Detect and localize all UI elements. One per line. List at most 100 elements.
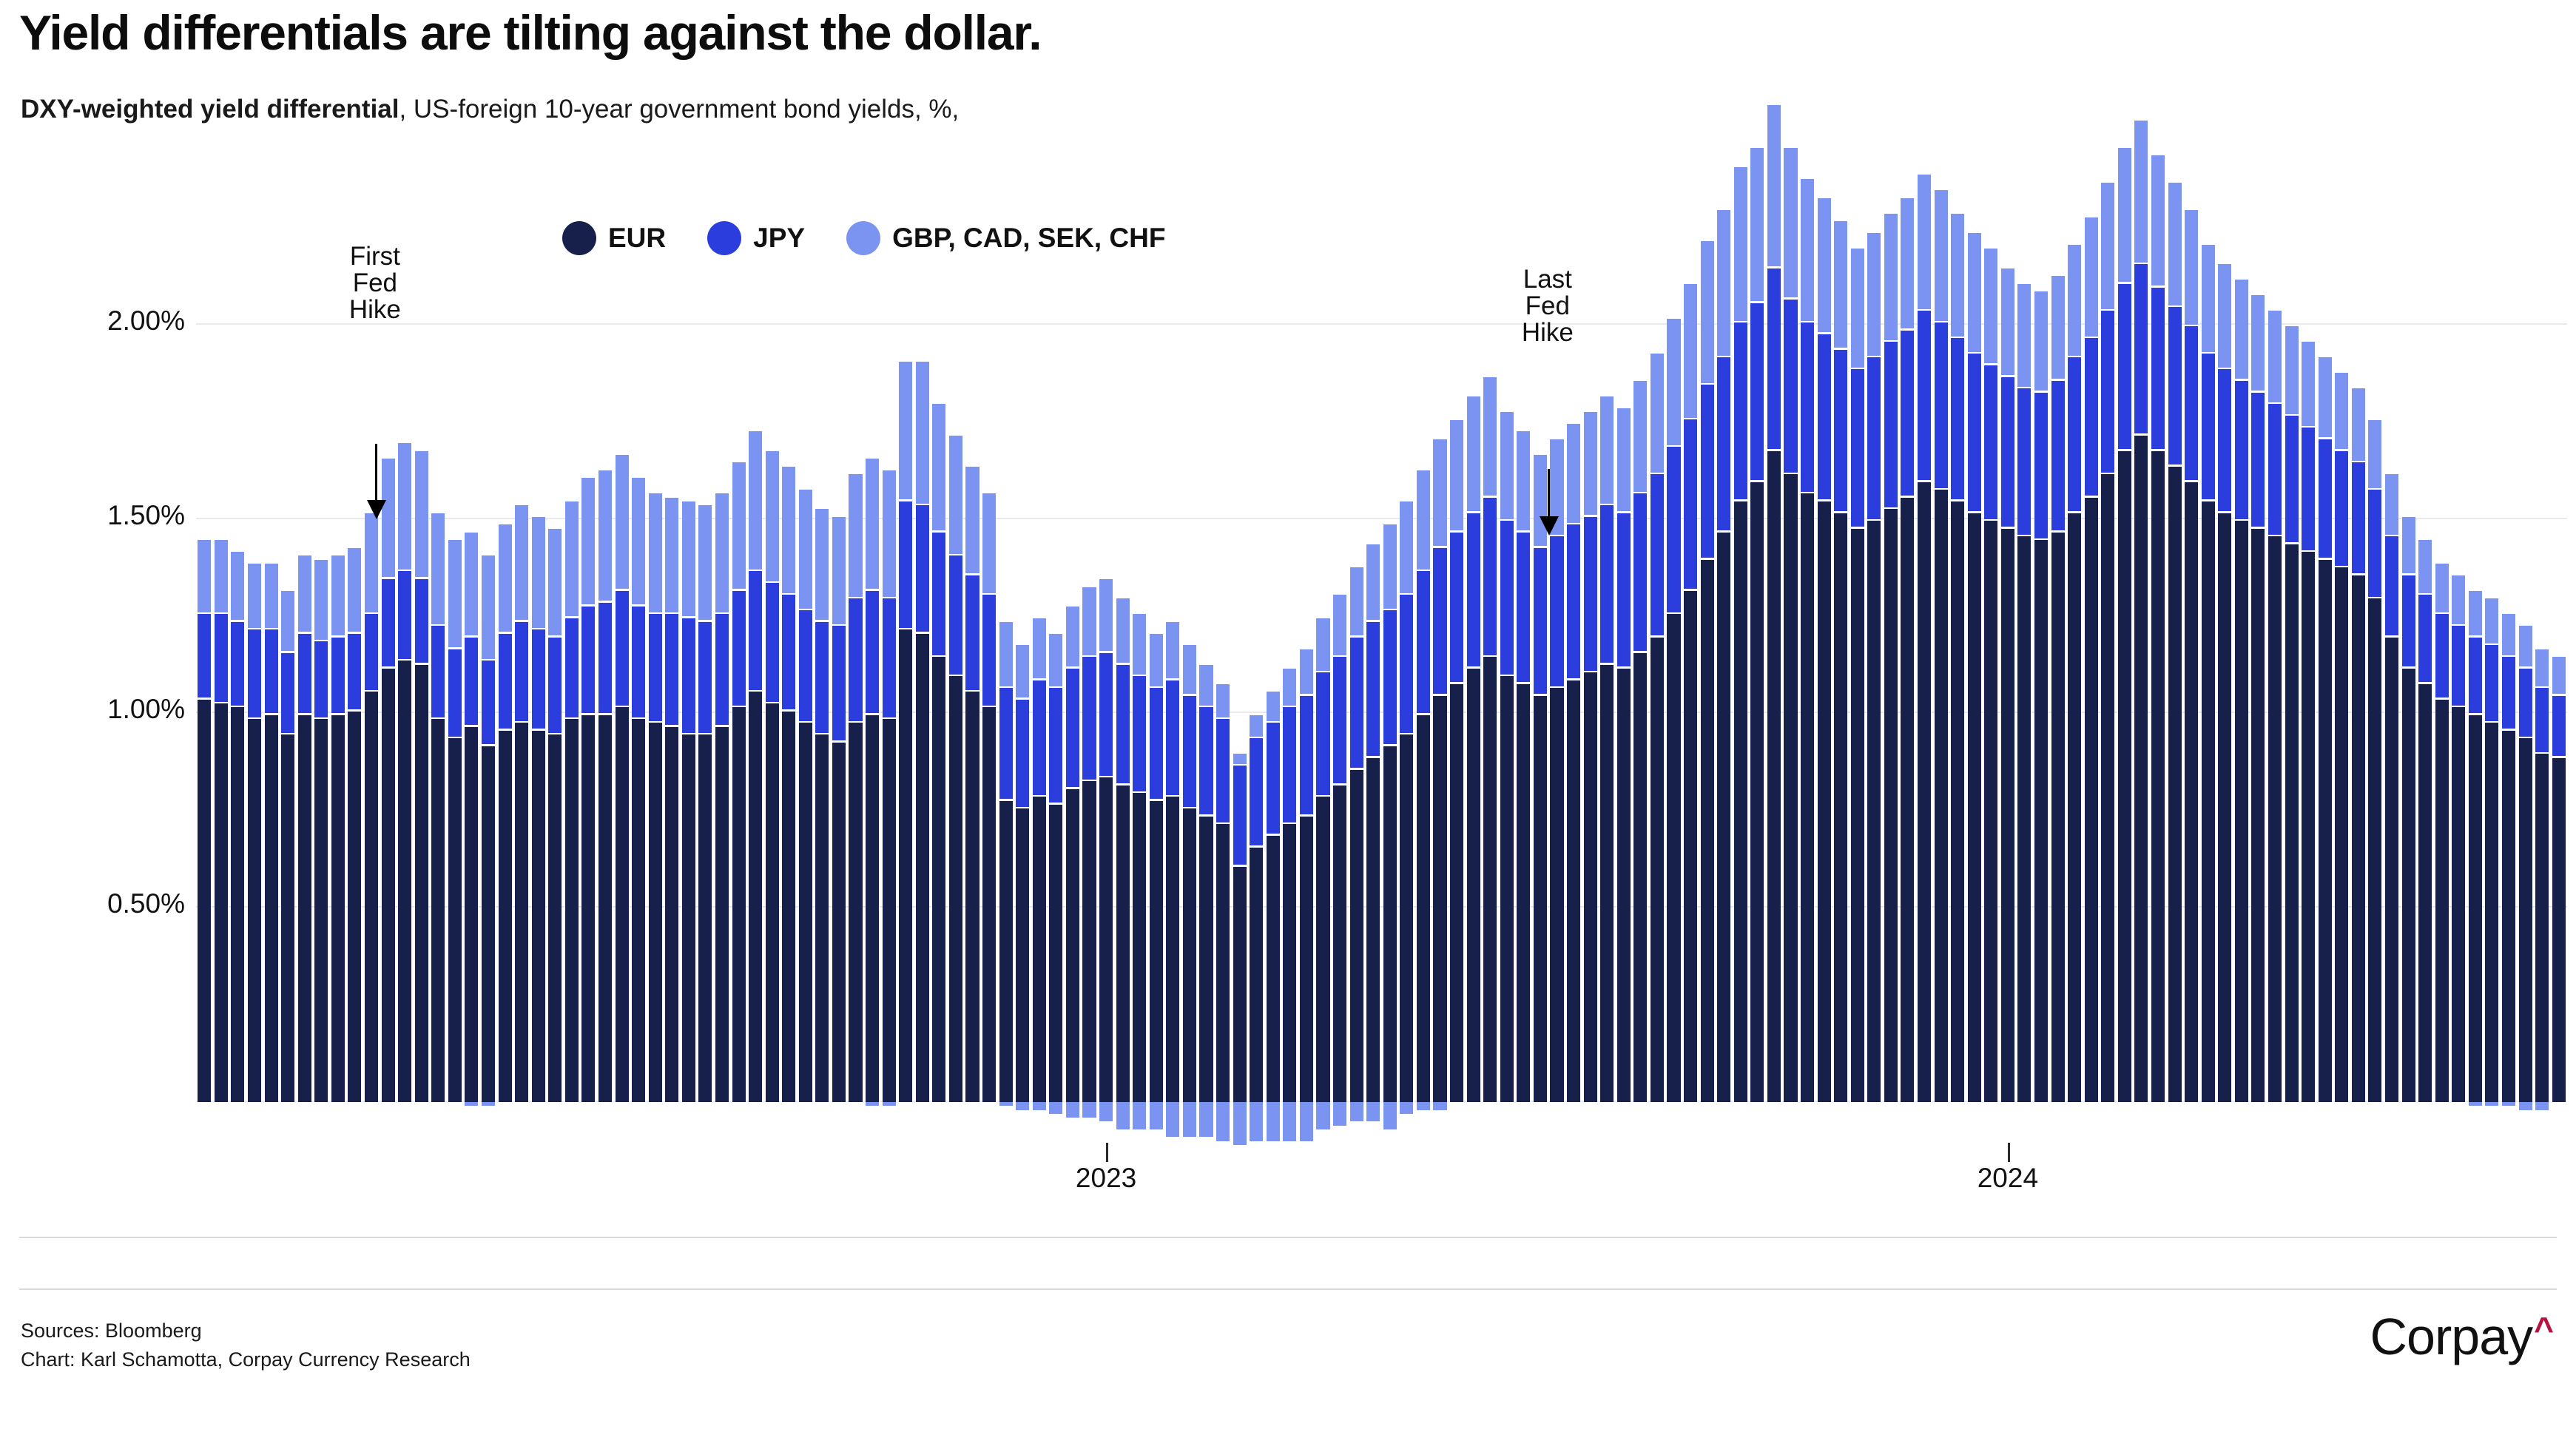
bar-segment [2518,738,2532,1102]
bar-segment [866,459,880,589]
bar-segment [1667,447,1681,612]
bar-column [1483,375,1497,1102]
bar-segment [1299,816,1313,1102]
bar-column [2168,180,2182,1102]
bar-series-negative [196,1102,2567,1169]
bar-column [632,476,646,1102]
bar-segment [2234,521,2248,1102]
bar-segment [2201,354,2215,500]
bar-segment [1483,376,1497,496]
bar-segment [1349,769,1363,1102]
bar-column [782,464,796,1102]
bar-segment [1700,385,1714,558]
bar-segment [548,528,562,636]
bar-segment [1316,672,1330,795]
bar-segment [715,614,729,726]
bar-segment [732,707,746,1102]
bar-segment-negative [1199,1102,1213,1138]
bar-segment-negative [1250,1102,1264,1141]
bar-column [1149,632,1163,1102]
bar-segment [1082,781,1096,1102]
legend-item-jpy[interactable]: JPY [707,221,805,255]
bar-segment-negative [1283,1102,1297,1141]
bar-column [1316,616,1330,1102]
x-axis-tick-mark [1106,1143,1109,1162]
bar-segment [2151,155,2165,286]
bar-column [414,449,428,1102]
bar-column [698,504,712,1102]
bar-column [548,527,562,1102]
bar-column [849,473,863,1102]
bar-segment [982,493,997,593]
bar-segment [982,595,997,706]
bar-segment [581,606,596,714]
bar-column [1918,173,1932,1102]
bar-segment [2535,649,2549,686]
bar-segment [2318,357,2332,438]
bar-segment [2268,404,2282,535]
legend-label: JPY [753,223,806,253]
bar-segment [648,614,662,721]
bar-segment [615,454,629,589]
bar-segment [364,614,379,690]
bar-segment [1517,683,1531,1102]
bar-column [1065,604,1079,1102]
bar-segment [1016,645,1030,698]
bar-segment [798,490,812,609]
gridline [196,517,2567,519]
bar-segment [2552,695,2566,757]
bar-column [398,442,412,1102]
bar-segment [2318,559,2332,1102]
y-axis-label: 1.00% [107,694,185,725]
corpay-caret-icon: ^ [2534,1310,2554,1348]
bar-column [648,492,662,1102]
bar-segment [1182,645,1196,695]
bar-segment [2285,326,2299,414]
bar-segment [899,629,913,1102]
bar-segment [1266,692,1280,721]
bar-segment [1032,618,1046,679]
bar-segment-negative [1299,1102,1313,1141]
bar-segment [1733,501,1747,1102]
bar-segment [1199,816,1213,1102]
bar-segment [1684,419,1698,589]
bar-segment-negative [1400,1102,1414,1114]
bar-segment [465,726,479,1102]
bar-segment [531,516,545,628]
bar-segment [1250,714,1264,737]
bar-segment [498,633,512,729]
bar-segment [915,361,929,504]
bar-column [1901,196,1915,1102]
bar-segment [598,714,612,1102]
bar-segment [1667,614,1681,1102]
bar-segment [2218,513,2232,1102]
bar-segment [198,614,212,698]
legend-label: GBP, CAD, SEK, CHF [892,223,1166,253]
bar-column [1333,593,1347,1102]
bar-segment [1182,808,1196,1102]
bar-column [1049,632,1063,1102]
bar-column [2234,278,2248,1102]
bar-segment [1133,793,1147,1102]
bar-segment [1533,547,1547,695]
bar-segment [982,707,997,1102]
bar-segment [1984,521,1998,1102]
bar-segment [2068,513,2082,1102]
bar-segment [1216,683,1230,717]
bar-segment [665,726,679,1102]
bar-segment [1784,474,1798,1102]
bar-segment [2134,264,2148,433]
bar-segment [1283,707,1297,822]
bar-segment [749,431,763,570]
bar-segment-negative [1082,1102,1096,1118]
bar-segment [2335,373,2349,450]
annotation-arrow-head-icon [1539,516,1559,536]
annotation-line: First [349,242,400,271]
bar-segment [882,470,896,597]
bar-column [247,561,262,1102]
legend-item-eur[interactable]: EUR [562,221,666,255]
bar-segment [515,505,529,621]
legend-item-gbp[interactable]: GBP, CAD, SEK, CHF [846,221,1165,255]
bar-segment [314,641,328,717]
